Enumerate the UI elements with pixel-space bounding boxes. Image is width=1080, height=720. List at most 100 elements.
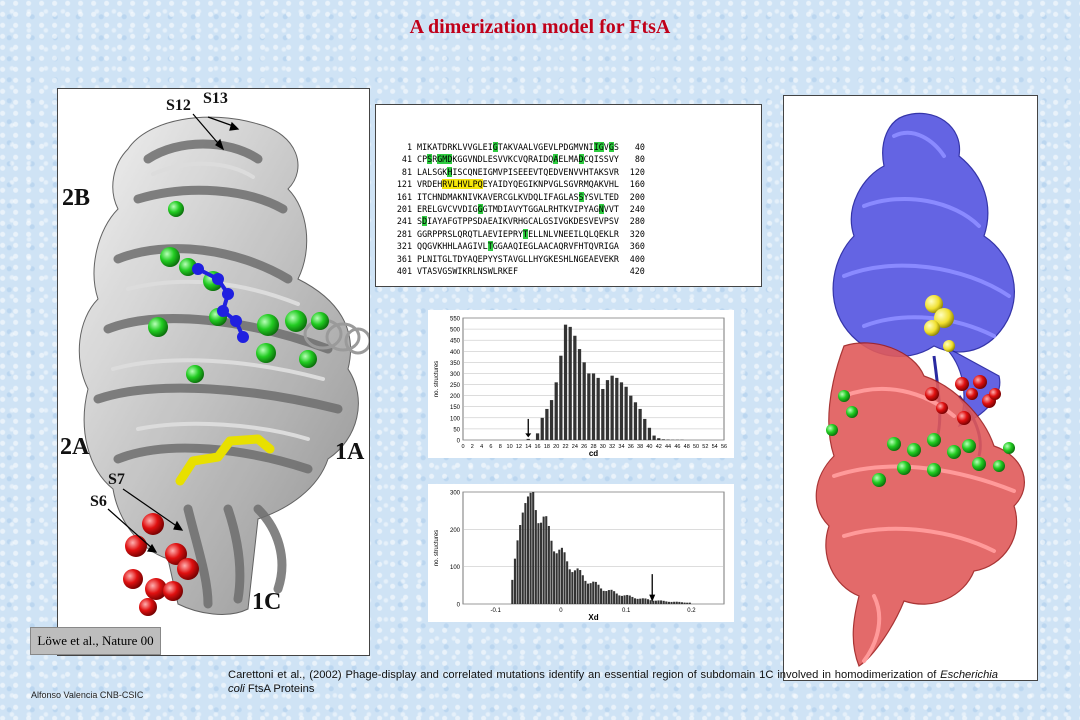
histogram-bar [586,583,590,604]
label-1a: 1A [335,439,365,465]
sequence-start: 121 [396,179,412,190]
x-tick-label: 30 [600,444,606,450]
histogram-bar [647,599,650,604]
x-tick-label: 50 [693,444,699,450]
histogram-bar [633,402,638,440]
label-s6: S6 [90,493,107,510]
x-tick-label: 36 [628,444,634,450]
sequence-line: 401 VTASVGSWIKRLNSWLRKEF 420 [386,265,761,277]
citation-carettoni: Carettoni et al., (2002) Phage-display a… [228,668,998,696]
sequence-line: 321 QQGVKHHLAAGIVLTGGAAQIEGLAACAQRVFHTQV… [386,240,761,252]
y-tick-label: 100 [450,565,461,571]
histogram-bar [554,382,558,440]
sequence-start: 281 [396,228,412,239]
sequence-start: 41 [401,154,412,165]
x-tick-label: 16 [535,444,541,450]
histogram-bar [602,590,605,604]
x-tick-label: 38 [637,444,643,450]
y-tick-label: 150 [450,405,461,411]
sequence-line: 201 ERELGVCVVDIGGGTMDIAVYTGGALRHTKVIPYAG… [386,203,761,215]
histogram-bar [675,601,678,604]
sequence-line: 241 SDIAYAFGTPPSDAEAIKVRHGCALGSIVGKDESVE… [386,215,761,227]
histogram-bar [537,523,540,604]
histogram-bar [641,598,644,604]
histogram-bar [558,549,561,604]
sequence-end: 360 [629,241,645,252]
y-tick-label: 300 [450,372,461,378]
x-tick-label: 6 [489,444,492,450]
histogram-bar [516,540,519,604]
histogram-bar [549,400,554,440]
sequence-end: 160 [629,179,645,190]
histogram-bar [660,600,663,604]
histogram-bar [661,439,666,440]
sequence-start: 241 [396,216,412,227]
histogram-bar [582,362,586,440]
x-tick-label: 54 [712,444,718,450]
histogram-bar [532,492,535,604]
sequence-line: 161 ITCHNDMAKNIVKAVERCGLKVDQLIFAGLASSYSV… [386,191,761,203]
y-tick-label: 200 [450,394,461,400]
x-tick-label: 56 [721,444,727,450]
histogram-bar [607,590,610,604]
histogram-bar [610,375,614,440]
histogram-bar [589,583,592,604]
histogram-bar [526,496,530,604]
histogram-bar [619,382,624,440]
histogram-bar [581,575,584,604]
ftsa-dimer-structure [815,112,1025,667]
x-tick-label: 40 [646,444,652,450]
histogram-bar [539,522,543,604]
x-tick-label: 4 [480,444,483,450]
histogram-bar [601,388,605,440]
x-tick-label: 2 [471,444,474,450]
histogram-bar [591,373,596,440]
histogram-bar [615,593,618,604]
histogram-bar [571,572,574,604]
histogram-bar [540,417,544,440]
histogram-bar [657,600,660,604]
histogram-bar [519,525,522,604]
sequence-start: 161 [396,191,412,202]
histogram-bar [657,438,661,440]
sequence-line: 1 MIKATDRKLVVGLEIGTAKVAALVGEVLPDGMVNIIGV… [386,141,761,153]
histogram-bar [594,581,597,604]
label-s7: S7 [108,471,125,488]
x-tick-label: 8 [499,444,502,450]
histogram-bar [620,595,623,604]
histogram-bar [667,601,670,604]
x-tick-label: 12 [516,444,522,450]
histogram-bar [613,591,616,604]
x-tick-label: 32 [609,444,615,450]
y-tick-label: 400 [450,350,461,356]
histogram-bar [560,547,563,604]
x-tick-label: 28 [590,444,596,450]
sequence-alignment: 1 MIKATDRKLVVGLEIGTAKVAALVGEVLPDGMVNIIGV… [386,141,761,277]
sequence-line: 361 PLNITGLTDYAQEPYYSTAVGLLHYGKESHLNGEAE… [386,253,761,265]
histogram-bar [576,568,579,604]
histogram-bar [683,602,686,604]
histogram-bar [524,503,527,604]
histogram-bar [534,510,537,604]
x-tick-label: 34 [618,444,624,450]
histogram-bar [628,595,631,604]
histogram-bar [535,433,540,440]
citation-lowe: Löwe et al., Nature 00 [30,627,161,655]
histogram-bar [587,373,591,440]
right-dimer-panel [783,95,1038,681]
y-tick-label: 300 [450,491,461,497]
histogram-bar [577,349,582,440]
citation-text-italic: Escherichia coli [228,669,998,695]
histogram-bar [686,602,689,604]
citation-text-post: FtsA Proteins [244,683,315,695]
histogram-bar [623,595,626,604]
citation-text-pre: Carettoni et al., (2002) Phage-display a… [228,669,941,681]
histogram-bar [605,591,608,604]
sequence-residues: QQGVKHHLAAGIVLTGGAAQIEGLAACAQRVFHTQVRIGA [417,241,619,252]
sequence-residues: ERELGVCVVDIGGGTMDIAVYTGGALRHTKVIPYAGNVVT [417,204,619,215]
histogram-bar [563,552,566,604]
x-tick-label: -0.1 [490,608,501,614]
histogram-bar [600,588,603,604]
sequence-end: 40 [634,142,645,152]
y-tick-label: 0 [457,603,461,609]
